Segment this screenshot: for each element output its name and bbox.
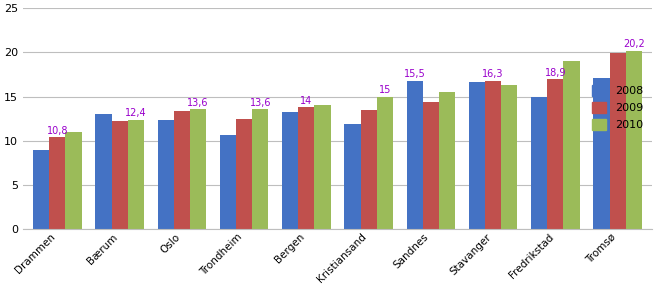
- Text: 13,6: 13,6: [188, 98, 209, 108]
- Bar: [531, 97, 547, 229]
- Text: 12,4: 12,4: [125, 108, 147, 118]
- Bar: [377, 97, 393, 229]
- Bar: [236, 119, 252, 229]
- Legend: 2008, 2009, 2010: 2008, 2009, 2010: [589, 81, 646, 134]
- Bar: [485, 81, 501, 229]
- Bar: [157, 121, 174, 229]
- Bar: [112, 121, 128, 229]
- Bar: [282, 112, 298, 229]
- Bar: [593, 78, 609, 229]
- Bar: [314, 105, 331, 229]
- Text: 20,2: 20,2: [623, 39, 645, 49]
- Bar: [361, 110, 377, 229]
- Bar: [33, 150, 49, 229]
- Bar: [407, 81, 422, 229]
- Bar: [547, 79, 564, 229]
- Bar: [501, 85, 518, 229]
- Bar: [626, 51, 642, 229]
- Bar: [220, 136, 236, 229]
- Bar: [252, 109, 268, 229]
- Bar: [49, 137, 66, 229]
- Text: 10,8: 10,8: [47, 126, 68, 136]
- Text: 16,3: 16,3: [482, 69, 504, 79]
- Bar: [298, 107, 314, 229]
- Bar: [190, 109, 206, 229]
- Text: 15,5: 15,5: [404, 69, 426, 79]
- Bar: [469, 81, 485, 229]
- Bar: [66, 132, 81, 229]
- Bar: [422, 102, 439, 229]
- Text: 15: 15: [379, 85, 391, 95]
- Text: 14: 14: [300, 96, 312, 106]
- Bar: [439, 92, 455, 229]
- Bar: [128, 120, 144, 229]
- Bar: [609, 53, 626, 229]
- Bar: [344, 124, 361, 229]
- Bar: [174, 111, 190, 229]
- Bar: [95, 114, 112, 229]
- Text: 13,6: 13,6: [249, 98, 271, 108]
- Text: 18,9: 18,9: [544, 68, 566, 77]
- Bar: [564, 61, 580, 229]
